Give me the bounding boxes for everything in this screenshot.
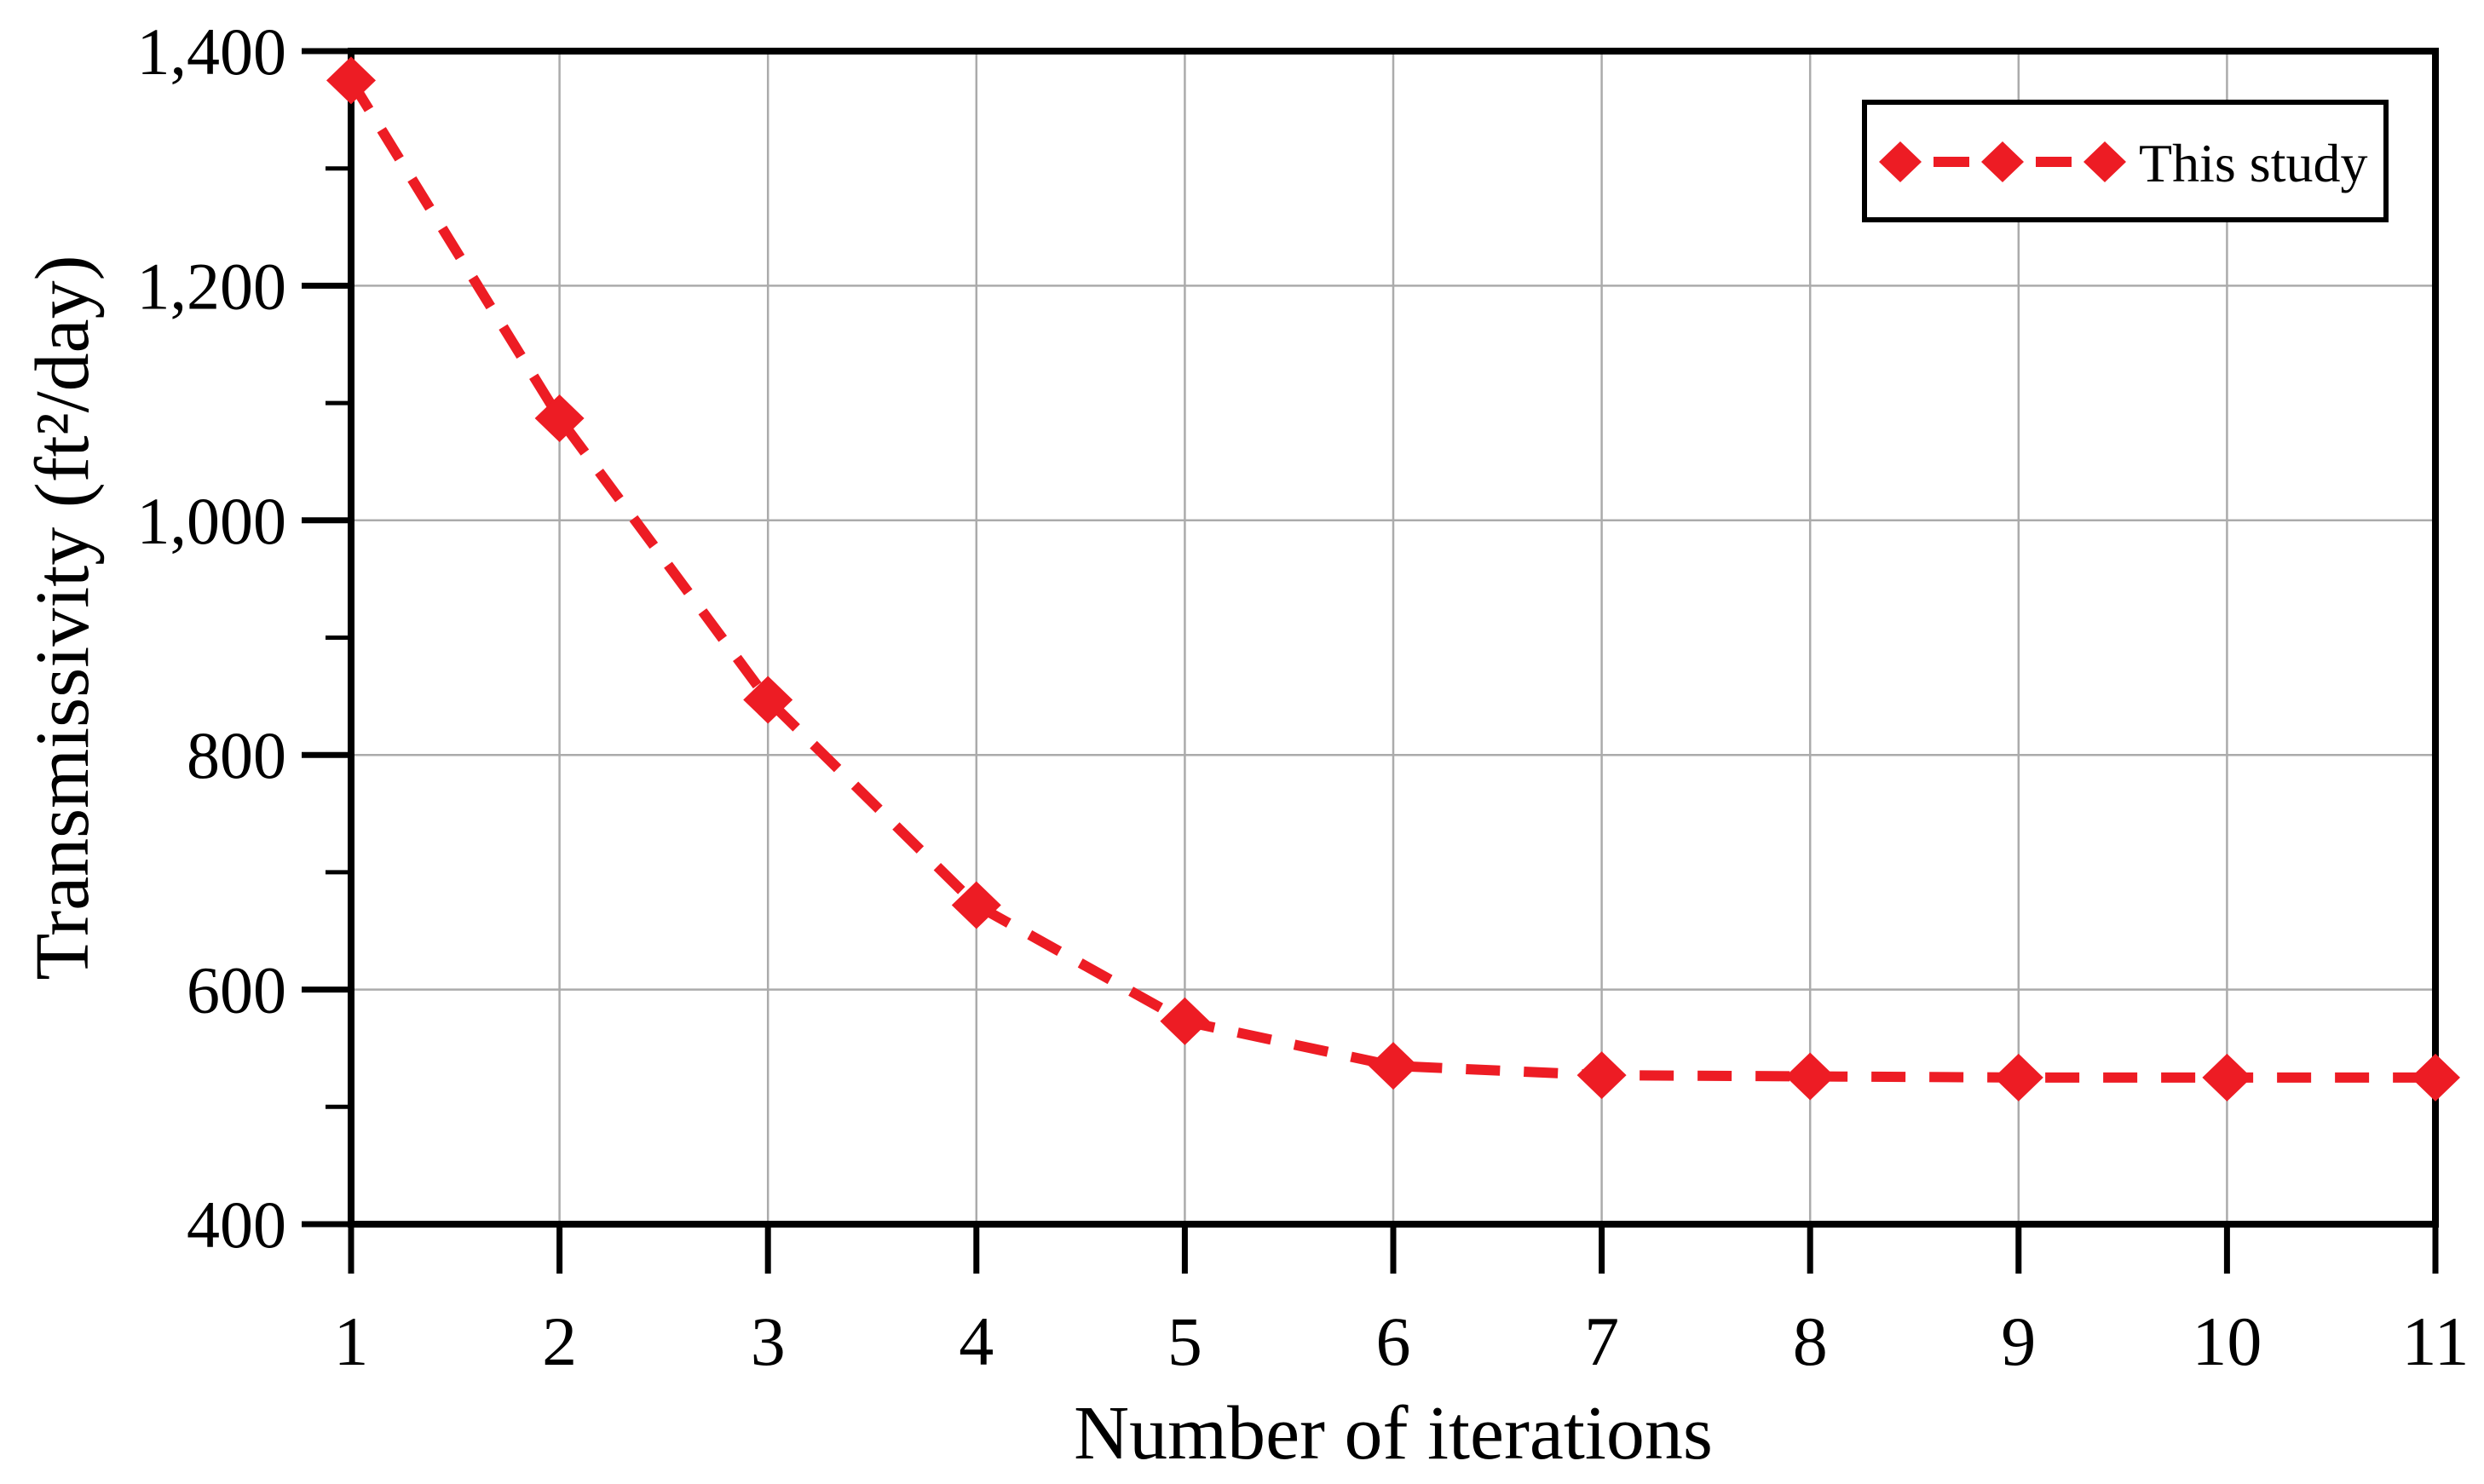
x-tick-label: 9 [2001, 1303, 2036, 1380]
data-point-marker [2411, 1053, 2460, 1101]
y-tick-label: 1,000 [137, 484, 287, 558]
x-tick-label: 6 [1376, 1303, 1411, 1380]
y-axis-title: Transmissivity (ft²/day) [20, 255, 105, 980]
legend-marker-diamond [2083, 141, 2126, 182]
y-tick-label: 800 [187, 718, 286, 792]
legend-marker-diamond [1879, 141, 1922, 182]
x-tick-label: 5 [1167, 1303, 1202, 1380]
data-point-marker [1993, 1053, 2043, 1101]
plot-area: 400 600 800 1,000 1,200 1,400 1 2 3 4 5 6 7 8 9 10 11 [137, 14, 2470, 1380]
legend-symbol-group [1879, 141, 2126, 182]
data-point-marker [951, 881, 1001, 929]
legend-dash [2036, 157, 2072, 167]
data-point-marker [1576, 1051, 1627, 1100]
y-tick-label: 1,200 [137, 249, 287, 323]
data-point-marker [326, 56, 376, 105]
data-point-marker [1160, 997, 1210, 1045]
x-tick-label: 11 [2402, 1303, 2470, 1380]
legend-label: This study [2139, 133, 2367, 193]
legend-marker-diamond [1981, 141, 2024, 182]
x-tick-label: 1 [334, 1303, 369, 1380]
data-point-marker [1785, 1052, 1836, 1101]
data-point-marker [2202, 1053, 2252, 1101]
legend: This study [1862, 100, 2389, 222]
data-point-marker [743, 676, 793, 724]
x-tick-label: 4 [959, 1303, 994, 1380]
x-tick-label: 7 [1584, 1303, 1619, 1380]
x-tick-label: 3 [751, 1303, 786, 1380]
y-tick-label: 600 [187, 953, 286, 1027]
y-tick-label: 400 [187, 1188, 286, 1262]
legend-dash [1934, 157, 1969, 167]
x-tick-label: 10 [2192, 1303, 2262, 1380]
data-point-marker [1369, 1042, 1418, 1090]
y-tick-label: 1,400 [137, 14, 287, 89]
x-tick-label: 8 [1793, 1303, 1828, 1380]
data-point-marker [534, 394, 585, 443]
x-tick-label: 2 [542, 1303, 577, 1380]
x-axis-title: Number of iterations [1074, 1391, 1713, 1475]
